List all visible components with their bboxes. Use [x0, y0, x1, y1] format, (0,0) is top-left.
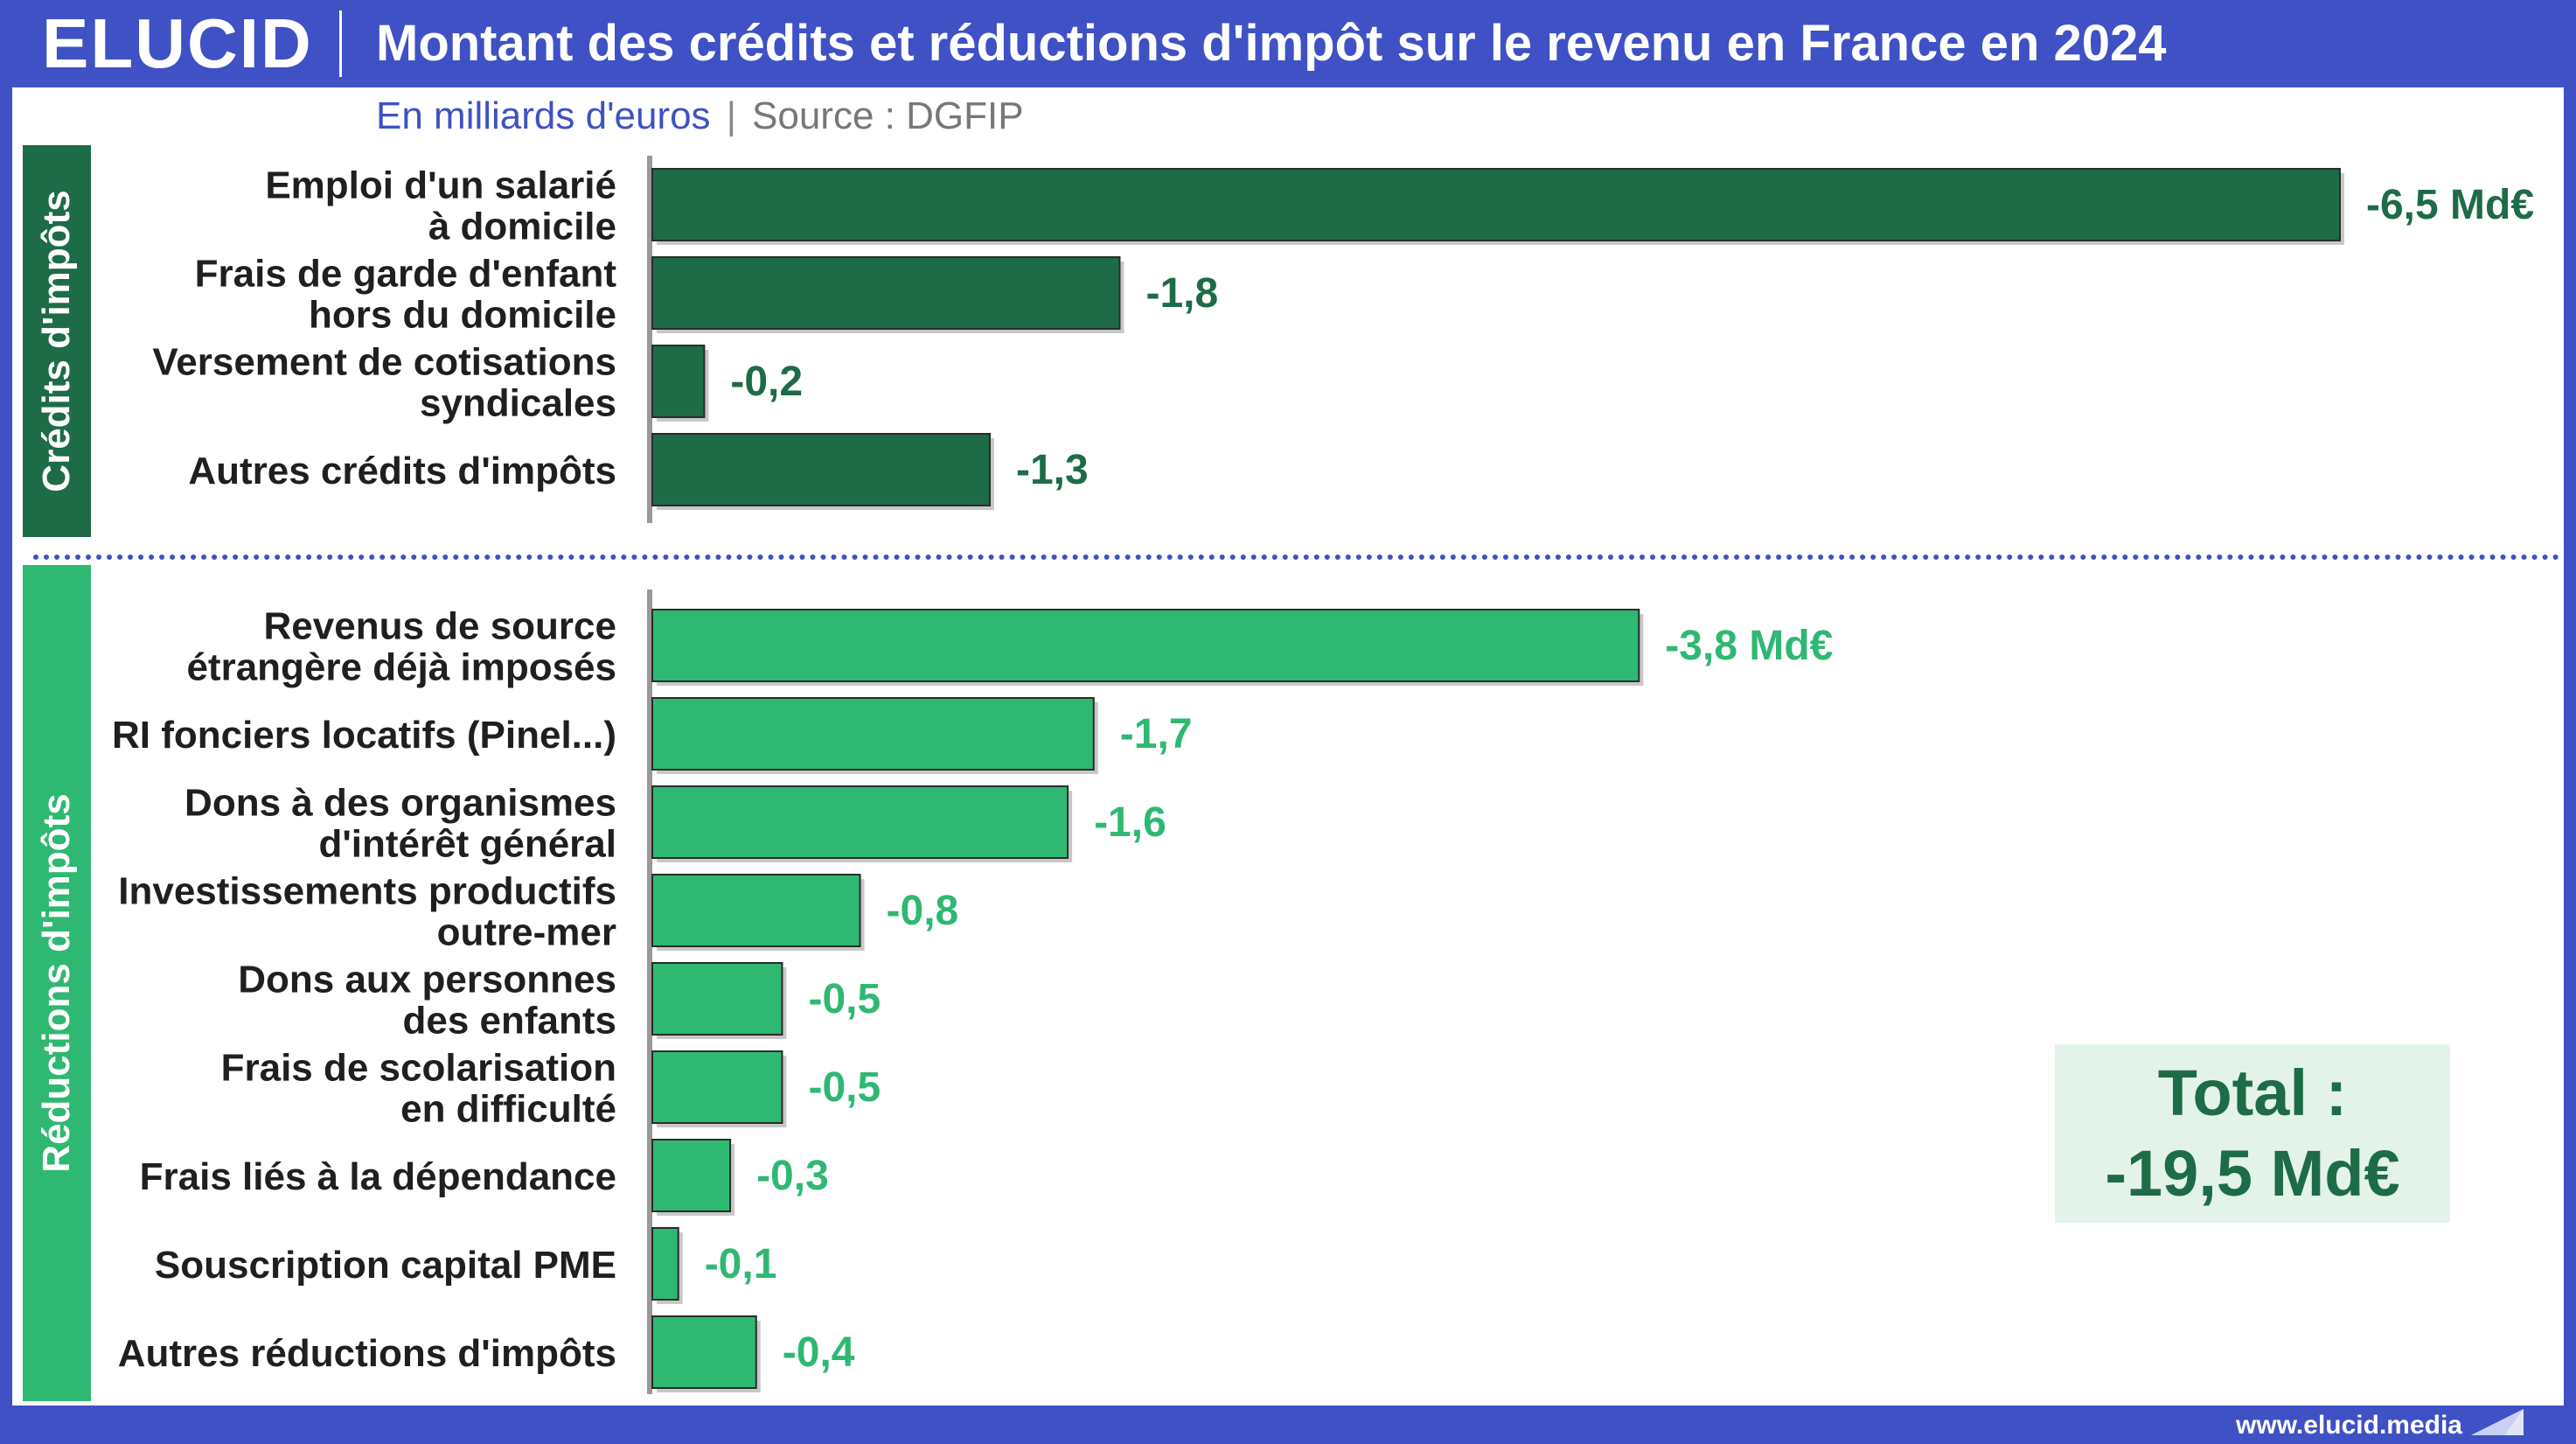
- subtitle: En milliards d'euros | Source : DGFIP: [376, 94, 1024, 138]
- value-label: -1,6: [1094, 799, 1166, 846]
- category-label: Souscription capital PME: [155, 1244, 616, 1287]
- category-label: Dons à des organismes: [184, 782, 616, 825]
- category-label: étrangère déjà imposés: [186, 646, 616, 689]
- category-label: en difficulté: [400, 1088, 616, 1131]
- bar: [651, 1050, 783, 1124]
- chart-title: Montant des crédits et réductions d'impô…: [376, 15, 2167, 72]
- subtitle-separator: |: [726, 94, 736, 137]
- frame-right: [2564, 0, 2576, 1444]
- bar: [651, 962, 783, 1036]
- bar: [651, 1315, 757, 1389]
- category-label: Revenus de source: [264, 605, 617, 648]
- category-label: Versement de cotisations: [152, 341, 616, 384]
- category-label: Frais de scolarisation: [221, 1047, 616, 1090]
- category-label: Dons aux personnes: [238, 959, 616, 1001]
- arrow-icon: [2471, 1409, 2524, 1435]
- bar: [651, 785, 1069, 859]
- total-value: -19,5 Md€: [2105, 1137, 2400, 1210]
- category-label: Frais liés à la dépendance: [140, 1155, 616, 1198]
- value-label: -1,3: [1016, 447, 1089, 493]
- group-band-credits: Crédits d'impôts: [23, 145, 91, 537]
- value-label: -0,3: [756, 1153, 829, 1199]
- category-label: syndicales: [420, 382, 616, 425]
- total-label: Total :: [2157, 1057, 2348, 1129]
- bar: [651, 1139, 732, 1212]
- category-label: Emploi d'un salarié: [265, 164, 616, 207]
- logo-separator: [339, 10, 342, 77]
- bar: [651, 1227, 679, 1301]
- value-label: -0,5: [808, 976, 881, 1022]
- bar: [651, 256, 1121, 330]
- value-label: -0,5: [808, 1064, 881, 1111]
- category-label: à domicile: [428, 206, 616, 248]
- category-label: outre-mer: [437, 911, 616, 954]
- footer-bar: [0, 1406, 2576, 1444]
- value-label: -1,7: [1120, 711, 1193, 757]
- value-label: -6,5 Md€: [2366, 182, 2534, 228]
- value-label: -0,4: [783, 1329, 855, 1376]
- value-label: -1,8: [1145, 270, 1218, 317]
- total-box: Total : -19,5 Md€: [2055, 1044, 2450, 1223]
- value-label: -0,2: [730, 359, 803, 405]
- category-label: Investissements productifs: [118, 870, 616, 913]
- category-label: Autres crédits d'impôts: [188, 450, 616, 492]
- logo: ELUCID: [42, 4, 313, 82]
- value-label: -3,8 Md€: [1665, 623, 1833, 669]
- bar: [651, 609, 1640, 682]
- group-band-reductions: Réductions d'impôts: [23, 565, 91, 1401]
- bar: [651, 874, 861, 947]
- website-link[interactable]: www.elucid.media: [2236, 1411, 2462, 1440]
- category-label: Autres réductions d'impôts: [118, 1332, 616, 1375]
- bar: [651, 697, 1095, 771]
- bar: [651, 168, 2341, 241]
- header-bar: [0, 0, 2576, 87]
- frame-left: [0, 0, 12, 1444]
- category-label: Frais de garde d'enfant: [195, 253, 617, 296]
- bar: [651, 433, 991, 506]
- units-label: En milliards d'euros: [376, 94, 711, 137]
- source-label: Source : DGFIP: [752, 94, 1024, 137]
- group-divider: [33, 555, 2560, 560]
- category-label: RI fonciers locatifs (Pinel...): [112, 714, 616, 757]
- category-label: hors du domicile: [309, 294, 616, 337]
- category-label: des enfants: [402, 1000, 616, 1043]
- value-label: -0,8: [887, 888, 959, 934]
- bar: [651, 345, 706, 418]
- value-label: -0,1: [705, 1241, 777, 1287]
- category-label: d'intérêt général: [318, 823, 616, 866]
